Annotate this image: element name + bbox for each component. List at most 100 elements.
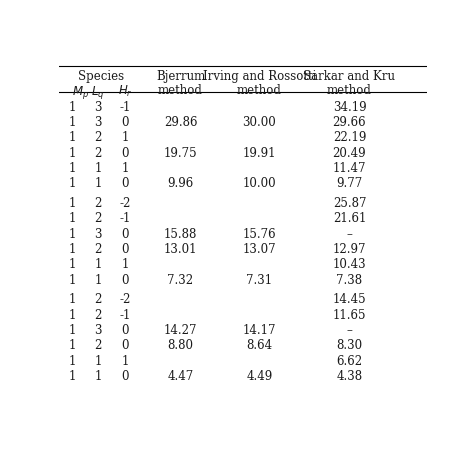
Text: 19.75: 19.75	[164, 146, 197, 160]
Text: 1: 1	[122, 258, 129, 271]
Text: 14.45: 14.45	[333, 293, 366, 306]
Text: 0: 0	[122, 116, 129, 129]
Text: method: method	[158, 84, 203, 97]
Text: 0: 0	[122, 370, 129, 383]
Text: 1: 1	[122, 162, 129, 175]
Text: 6.62: 6.62	[337, 355, 363, 368]
Text: 9.96: 9.96	[167, 177, 193, 191]
Text: 1: 1	[68, 243, 76, 256]
Text: 1: 1	[68, 212, 76, 225]
Text: $L_q$: $L_q$	[91, 84, 105, 101]
Text: 14.27: 14.27	[164, 324, 197, 337]
Text: 7.31: 7.31	[246, 273, 273, 287]
Text: 21.61: 21.61	[333, 212, 366, 225]
Text: 1: 1	[68, 339, 76, 352]
Text: 3: 3	[94, 116, 101, 129]
Text: method: method	[327, 84, 372, 97]
Text: 1: 1	[68, 370, 76, 383]
Text: 2: 2	[94, 309, 101, 322]
Text: -1: -1	[120, 212, 131, 225]
Text: Species: Species	[78, 70, 125, 82]
Text: 1: 1	[68, 309, 76, 322]
Text: 2: 2	[94, 243, 101, 256]
Text: 1: 1	[68, 324, 76, 337]
Text: $M_p$: $M_p$	[72, 84, 89, 101]
Text: 8.80: 8.80	[167, 339, 193, 352]
Text: 9.77: 9.77	[337, 177, 363, 191]
Text: 1: 1	[68, 116, 76, 129]
Text: 0: 0	[122, 177, 129, 191]
Text: 22.19: 22.19	[333, 131, 366, 145]
Text: 2: 2	[94, 197, 101, 210]
Text: 1: 1	[68, 177, 76, 191]
Text: 2: 2	[94, 131, 101, 145]
Text: 10.43: 10.43	[333, 258, 366, 271]
Text: 3: 3	[94, 100, 101, 114]
Text: -2: -2	[120, 293, 131, 306]
Text: 1: 1	[68, 273, 76, 287]
Text: 1: 1	[68, 293, 76, 306]
Text: 4.47: 4.47	[167, 370, 193, 383]
Text: 0: 0	[122, 146, 129, 160]
Text: 3: 3	[94, 324, 101, 337]
Text: 0: 0	[122, 243, 129, 256]
Text: method: method	[237, 84, 282, 97]
Text: 1: 1	[68, 228, 76, 241]
Text: 4.49: 4.49	[246, 370, 273, 383]
Text: 1: 1	[68, 355, 76, 368]
Text: 13.07: 13.07	[243, 243, 276, 256]
Text: 1: 1	[68, 100, 76, 114]
Text: 25.87: 25.87	[333, 197, 366, 210]
Text: 29.66: 29.66	[333, 116, 366, 129]
Text: 1: 1	[94, 177, 101, 191]
Text: 15.76: 15.76	[243, 228, 276, 241]
Text: 2: 2	[94, 212, 101, 225]
Text: –: –	[346, 228, 352, 241]
Text: -1: -1	[120, 309, 131, 322]
Text: 11.47: 11.47	[333, 162, 366, 175]
Text: 2: 2	[94, 339, 101, 352]
Text: 14.17: 14.17	[243, 324, 276, 337]
Text: 1: 1	[122, 355, 129, 368]
Text: 2: 2	[94, 146, 101, 160]
Text: 8.64: 8.64	[246, 339, 273, 352]
Text: 20.49: 20.49	[333, 146, 366, 160]
Text: 8.30: 8.30	[337, 339, 363, 352]
Text: 10.00: 10.00	[243, 177, 276, 191]
Text: 34.19: 34.19	[333, 100, 366, 114]
Text: 1: 1	[94, 273, 101, 287]
Text: Irving and Rossotti: Irving and Rossotti	[203, 70, 316, 82]
Text: 7.32: 7.32	[167, 273, 193, 287]
Text: 29.86: 29.86	[164, 116, 197, 129]
Text: 0: 0	[122, 324, 129, 337]
Text: 13.01: 13.01	[164, 243, 197, 256]
Text: -1: -1	[120, 100, 131, 114]
Text: 7.38: 7.38	[337, 273, 363, 287]
Text: 1: 1	[68, 162, 76, 175]
Text: –: –	[346, 324, 352, 337]
Text: 0: 0	[122, 228, 129, 241]
Text: 0: 0	[122, 273, 129, 287]
Text: 11.65: 11.65	[333, 309, 366, 322]
Text: 2: 2	[94, 293, 101, 306]
Text: 1: 1	[122, 131, 129, 145]
Text: 1: 1	[94, 258, 101, 271]
Text: 30.00: 30.00	[243, 116, 276, 129]
Text: 4.38: 4.38	[337, 370, 363, 383]
Text: 1: 1	[94, 355, 101, 368]
Text: 12.97: 12.97	[333, 243, 366, 256]
Text: 1: 1	[68, 146, 76, 160]
Text: 1: 1	[68, 197, 76, 210]
Text: 0: 0	[122, 339, 129, 352]
Text: 1: 1	[68, 131, 76, 145]
Text: 1: 1	[68, 258, 76, 271]
Text: 15.88: 15.88	[164, 228, 197, 241]
Text: 3: 3	[94, 228, 101, 241]
Text: $H_r$: $H_r$	[118, 84, 133, 100]
Text: -2: -2	[120, 197, 131, 210]
Text: 19.91: 19.91	[243, 146, 276, 160]
Text: Sarkar and Kru: Sarkar and Kru	[303, 70, 395, 82]
Text: 1: 1	[94, 370, 101, 383]
Text: Bjerrum: Bjerrum	[156, 70, 205, 82]
Text: 1: 1	[94, 162, 101, 175]
